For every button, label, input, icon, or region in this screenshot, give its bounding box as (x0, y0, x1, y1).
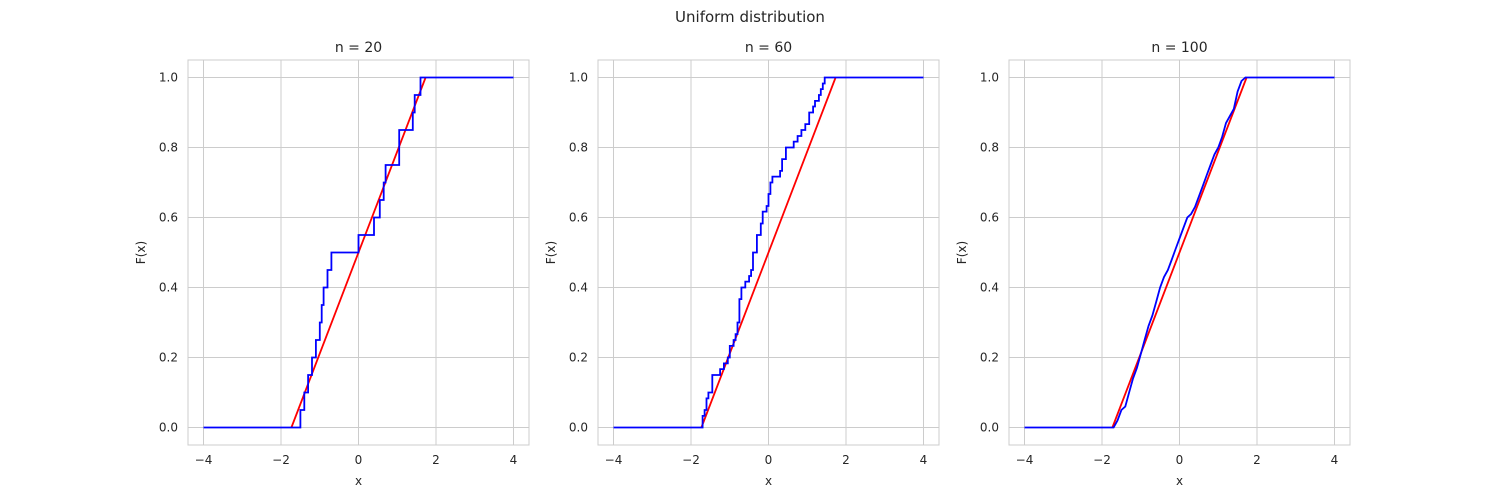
y-tick-label: 1.0 (159, 71, 178, 85)
empirical-cdf-line (203, 76, 514, 429)
x-tick-label: 2 (1253, 453, 1261, 467)
y-tick-label: 0.8 (159, 141, 178, 155)
x-axis-label: x (765, 474, 772, 488)
y-tick-label: 0.4 (980, 281, 999, 295)
x-tick-label: −2 (272, 453, 290, 467)
x-tick-label: 4 (1331, 453, 1339, 467)
x-tick-label: 0 (1176, 453, 1184, 467)
x-tick-label: −4 (1016, 453, 1034, 467)
x-tick-label: −2 (682, 453, 700, 467)
x-axis-label: x (355, 474, 362, 488)
x-tick-label: 2 (432, 453, 440, 467)
x-tick-label: 0 (765, 453, 773, 467)
subplot-title: n = 100 (1151, 40, 1207, 56)
y-tick-label: 0.6 (980, 211, 999, 225)
y-tick-label: 0.4 (159, 281, 178, 295)
y-tick-label: 0.0 (980, 421, 999, 435)
x-tick-label: −2 (1093, 453, 1111, 467)
y-tick-label: 0.2 (159, 351, 178, 365)
theoretical-cdf-line (1111, 77, 1248, 428)
y-tick-label: 0.6 (569, 211, 588, 225)
y-axis-label: F(x) (544, 241, 558, 264)
y-tick-label: 0.2 (980, 351, 999, 365)
subplot-title: n = 60 (745, 40, 792, 56)
y-tick-label: 1.0 (569, 71, 588, 85)
axes-frame (187, 59, 530, 446)
x-tick-label: 0 (355, 453, 363, 467)
subplot-title: n = 20 (335, 40, 382, 56)
x-axis-label: x (1176, 474, 1183, 488)
subplot-3: −4 −2 0 2 4 0.0 0.2 0.4 0.6 0.8 1.0 x F(x) n = 100 (955, 40, 1351, 488)
subplot-2: −4 −2 0 2 4 0.0 0.2 0.4 0.6 0.8 1.0 x F(x) n = 60 (544, 40, 940, 488)
x-tick-label: 2 (842, 453, 850, 467)
y-tick-label: 0.2 (569, 351, 588, 365)
y-tick-label: 0.0 (159, 421, 178, 435)
y-tick-label: 0.0 (569, 421, 588, 435)
x-tick-label: −4 (195, 453, 213, 467)
y-tick-label: 0.8 (980, 141, 999, 155)
y-tick-label: 1.0 (980, 71, 999, 85)
y-axis-label: F(x) (955, 241, 969, 264)
y-axis-label: F(x) (134, 241, 148, 264)
y-tick-label: 0.6 (159, 211, 178, 225)
axes-frame (597, 59, 940, 446)
empirical-cdf-line (613, 76, 924, 429)
subplot-1: −4 −2 0 2 4 0.0 0.2 0.4 0.6 0.8 1.0 x F(x) n = 20 (134, 40, 530, 488)
y-tick-label: 0.8 (569, 141, 588, 155)
x-tick-label: 4 (510, 453, 518, 467)
y-tick-label: 0.4 (569, 281, 588, 295)
empirical-cdf-line (1024, 76, 1335, 429)
axes-frame (1008, 59, 1351, 446)
x-tick-label: 4 (920, 453, 928, 467)
figure-title: Uniform distribution (675, 8, 825, 26)
subplot-grid: −4 −2 0 2 4 0.0 0.2 0.4 0.6 0.8 1.0 x F(x) n = 20 −4 −2… (134, 40, 1351, 488)
x-tick-label: −4 (605, 453, 623, 467)
